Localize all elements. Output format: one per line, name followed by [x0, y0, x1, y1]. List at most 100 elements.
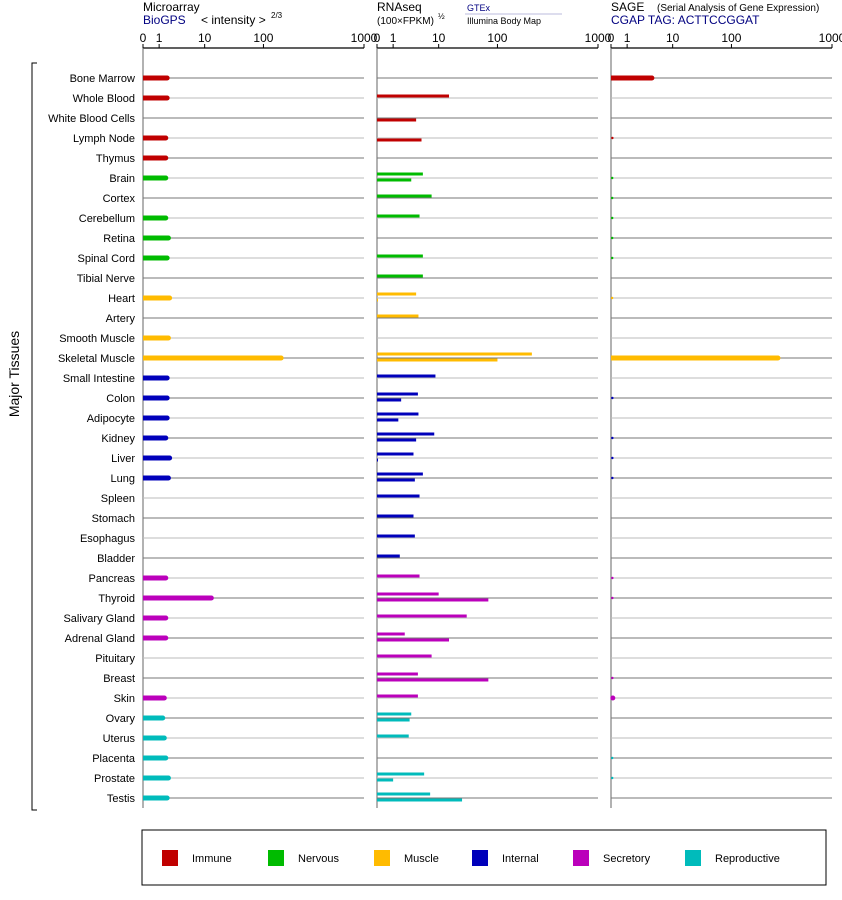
- bar-rnaseq-gtex: [377, 194, 432, 198]
- bar-microarray: [143, 635, 166, 641]
- bar-rnaseq-ibm: [377, 458, 378, 462]
- tissue-label: Cerebellum: [79, 213, 135, 225]
- legend-swatch: [268, 850, 284, 866]
- bar-rnaseq-gtex: [377, 94, 450, 98]
- bar-microarray-cap: [164, 415, 170, 421]
- bar-microarray-cap: [165, 475, 171, 481]
- tissue-label: Breast: [103, 673, 135, 685]
- bar-rnaseq-ibm: [377, 138, 422, 142]
- sage-title: SAGE: [611, 0, 644, 14]
- tissue-label: Bladder: [97, 553, 135, 565]
- bar-sage-dot: [611, 596, 614, 600]
- tick-label: 0: [374, 31, 381, 45]
- legend-swatch: [374, 850, 390, 866]
- tissue-label: Placenta: [92, 753, 136, 765]
- tick-label: 10: [666, 31, 680, 45]
- bar-sage-dot: [611, 136, 614, 140]
- bar-rnaseq-ibm: [377, 438, 417, 442]
- bar-microarray: [143, 775, 169, 781]
- legend-item-reproductive: Reproductive: [685, 850, 780, 866]
- bar-sage-dot: [611, 476, 614, 480]
- tick-label: 1000: [351, 31, 378, 45]
- tick-label: 100: [487, 31, 507, 45]
- bar-rnaseq-ibm: [377, 178, 412, 182]
- legend-item-secretory: Secretory: [573, 850, 651, 866]
- bar-microarray-cap: [208, 595, 214, 601]
- bar-microarray-cap: [163, 215, 169, 221]
- legend-label: Internal: [502, 853, 539, 865]
- side-label: Major Tissues: [6, 331, 22, 417]
- bar-sage-dot: [611, 576, 614, 580]
- bar-microarray-cap: [165, 775, 171, 781]
- legend-swatch: [573, 850, 589, 866]
- bar-microarray: [143, 415, 168, 421]
- tissue-label: Small Intestine: [63, 373, 135, 385]
- tissue-label: Stomach: [92, 513, 135, 525]
- bar-microarray: [143, 175, 166, 181]
- bar-rnaseq-gtex: [377, 654, 432, 658]
- tick-label: 10: [198, 31, 212, 45]
- bar-rnaseq-gtex: [377, 554, 400, 558]
- legend: Immune Nervous Muscle Internal Secretory Repr…: [141, 829, 827, 886]
- tissue-label: Spinal Cord: [78, 253, 135, 265]
- bar-microarray: [143, 135, 166, 141]
- rnaseq-source-gtex: GTEx: [467, 3, 491, 13]
- bar-microarray: [143, 435, 166, 441]
- bar-rnaseq-ibm: [377, 678, 489, 682]
- bar-microarray: [143, 215, 166, 221]
- tick-label: 1: [156, 31, 163, 45]
- bar-rnaseq-ibm: [377, 358, 498, 362]
- bar-microarray-cap: [163, 615, 169, 621]
- bar-rnaseq-gtex: [377, 792, 431, 796]
- bar-microarray-cap: [165, 235, 171, 241]
- bar-rnaseq-gtex: [377, 672, 418, 676]
- bar-microarray: [143, 355, 282, 361]
- bar-sage-dot: [611, 776, 614, 780]
- legend-swatch: [685, 850, 701, 866]
- bar-microarray: [143, 735, 165, 741]
- bar-rnaseq-ibm: [377, 298, 378, 302]
- tissue-label: Pituitary: [95, 653, 135, 665]
- bar-microarray: [143, 595, 212, 601]
- bar-rnaseq-gtex: [377, 574, 420, 578]
- tissue-label: Colon: [106, 393, 135, 405]
- axis-panel-1: 0 1 10 100 1000: [374, 31, 612, 808]
- bar-sage-dot: [610, 296, 614, 300]
- bar-rnaseq-gtex: [377, 772, 425, 776]
- bar-sage-dot: [611, 236, 614, 240]
- legend-label: Immune: [192, 853, 232, 865]
- sage-subtitle: CGAP TAG: ACTTCCGGAT: [611, 13, 760, 27]
- tissue-label: Heart: [108, 293, 135, 305]
- tissue-label: Adrenal Gland: [65, 633, 135, 645]
- bar-microarray-cap: [163, 135, 169, 141]
- bar-microarray: [143, 95, 168, 101]
- bar-rnaseq-gtex: [377, 712, 412, 716]
- tissue-label: Testis: [107, 793, 136, 805]
- tick-label: 1000: [585, 31, 612, 45]
- tick-label: 1: [624, 31, 631, 45]
- bar-rnaseq-gtex: [377, 632, 405, 636]
- bar-microarray-cap: [278, 355, 284, 361]
- bar-microarray-cap: [161, 695, 167, 701]
- tissue-label: Salivary Gland: [63, 613, 135, 625]
- bar-rnaseq-gtex: [377, 514, 414, 518]
- tissue-label: Ovary: [106, 713, 136, 725]
- tissue-label: Thymus: [96, 153, 136, 165]
- bar-sage-dot: [611, 756, 614, 760]
- bar-rnaseq-gtex: [377, 494, 420, 498]
- bar-microarray-cap: [163, 435, 169, 441]
- bar-rnaseq-gtex: [377, 734, 409, 738]
- legend-label: Muscle: [404, 853, 439, 865]
- bar-rnaseq-gtex: [377, 534, 415, 538]
- bar-rnaseq-gtex: [377, 472, 423, 476]
- side-bracket: Major Tissues: [6, 62, 37, 811]
- bar-rnaseq-gtex: [377, 614, 467, 618]
- bar-microarray: [143, 75, 168, 81]
- bar-sage-dot: [611, 396, 614, 400]
- bar-sage-dot: [610, 695, 616, 701]
- bar-microarray-cap: [164, 255, 170, 261]
- bar-sage-cap: [649, 75, 655, 81]
- legend-box: [141, 829, 827, 886]
- bar-microarray-cap: [167, 295, 173, 301]
